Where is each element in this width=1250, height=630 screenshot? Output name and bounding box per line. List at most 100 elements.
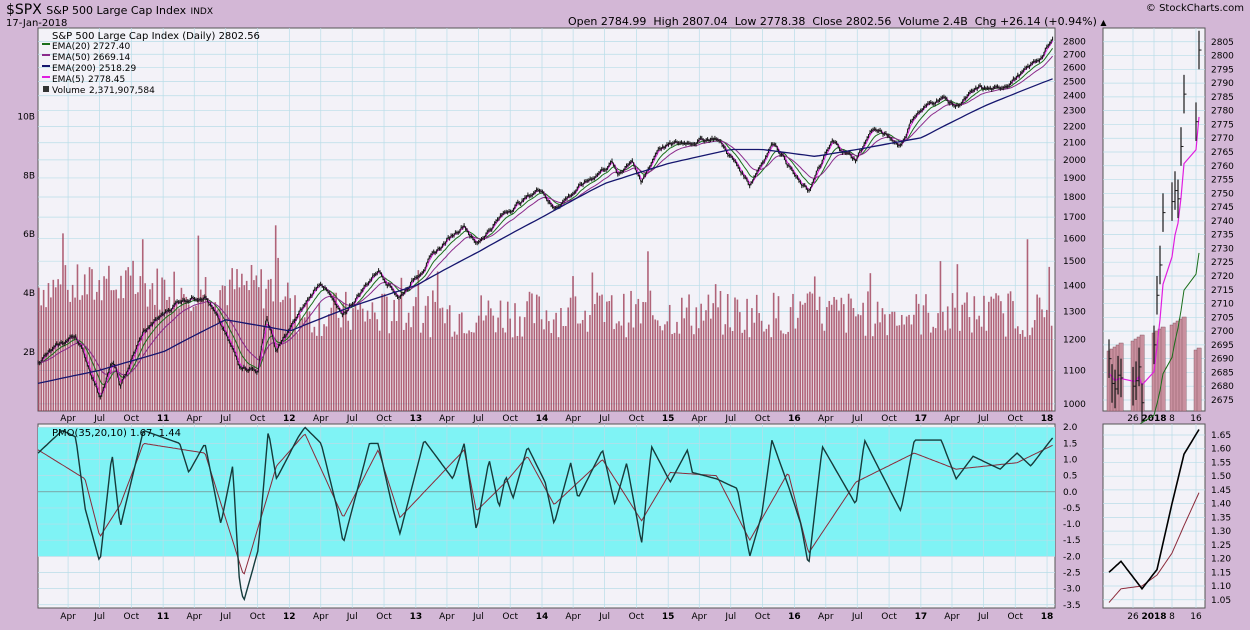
volume-bar xyxy=(403,329,405,411)
y-tick-label: 1300 xyxy=(1063,308,1086,318)
volume-bar xyxy=(729,327,731,411)
volume-bar xyxy=(313,326,316,411)
pmo-line xyxy=(37,426,1054,602)
volume-bar xyxy=(67,289,69,411)
volume-bar xyxy=(942,311,944,411)
volume-bar xyxy=(780,330,782,411)
volume-bar xyxy=(325,326,328,411)
volume-bar xyxy=(632,327,635,411)
volume-bar xyxy=(388,333,391,411)
y-tick-label: 2200 xyxy=(1063,122,1086,132)
volume-bar xyxy=(589,314,591,411)
volume-bar xyxy=(615,323,618,411)
symbol: $SPX xyxy=(6,2,42,18)
volume-bar xyxy=(296,333,299,411)
volume-bar xyxy=(992,298,995,411)
volume-bar xyxy=(884,314,886,411)
volume-bar xyxy=(772,292,775,411)
volume-bar xyxy=(93,299,96,411)
volume-bar xyxy=(214,302,217,411)
symbol-title: $SPX S&P 500 Large Cap Index INDX xyxy=(6,2,213,18)
volume-bar xyxy=(1004,336,1007,411)
zoom-tick-label: 2780 xyxy=(1211,107,1234,117)
x-tick-label: Oct xyxy=(881,612,897,622)
x-tick-label: 11 xyxy=(157,612,170,622)
volume-bar xyxy=(949,328,951,411)
legend-volume-swatch xyxy=(43,86,49,92)
volume-bar xyxy=(499,300,502,411)
legend-ema5-swatch xyxy=(42,76,50,78)
volume-bar xyxy=(103,276,105,411)
x-tick-label: 18 xyxy=(1041,414,1054,424)
volume-bar xyxy=(881,308,884,411)
volume-bar xyxy=(697,328,700,411)
volume-tick-label: 4B xyxy=(23,289,35,299)
volume-tick-label: 10B xyxy=(17,112,35,122)
volume-bar xyxy=(980,326,983,411)
volume-bar xyxy=(154,304,156,411)
volume-bar xyxy=(869,273,872,411)
zoom-tick-label: 2800 xyxy=(1211,52,1234,62)
y-tick-label: 1600 xyxy=(1063,234,1086,244)
volume-bar xyxy=(219,290,221,411)
zoom-tick-label: 2675 xyxy=(1211,396,1234,406)
y-tick-label: 1800 xyxy=(1063,193,1086,203)
volume-bar xyxy=(197,235,200,411)
volume-bar xyxy=(659,325,661,411)
x-tick-label: 16 xyxy=(788,414,801,424)
volume-bar xyxy=(337,317,340,411)
volume-bar xyxy=(332,292,335,411)
x-tick-label: Jul xyxy=(219,414,231,424)
volume-bar xyxy=(492,315,495,411)
volume-bar xyxy=(995,293,997,411)
volume-bar xyxy=(378,330,381,411)
legend-ema50: EMA(50) 2669.14 xyxy=(42,53,130,63)
x-tick-label: Jul xyxy=(977,414,989,424)
volume-bar xyxy=(323,324,325,411)
volume-bar xyxy=(393,299,395,411)
volume-bar xyxy=(248,290,250,411)
volume-bar xyxy=(753,322,756,411)
volume-bar xyxy=(112,290,115,411)
volume-bar xyxy=(180,287,183,411)
x-tick-label: 12 xyxy=(283,612,296,622)
volume-bar xyxy=(427,296,429,411)
volume-bar xyxy=(231,268,233,411)
volume-bar xyxy=(543,329,545,411)
volume-bar xyxy=(151,283,154,411)
volume-bar xyxy=(666,321,669,411)
volume-bar xyxy=(548,321,550,411)
x-tick-label: 8 xyxy=(1169,612,1175,622)
volume-bar xyxy=(260,269,262,411)
x-tick-label: Apr xyxy=(565,612,581,622)
volume-bar xyxy=(799,301,802,411)
x-tick-label: Apr xyxy=(186,612,202,622)
volume-bar xyxy=(1017,326,1019,411)
zoom-tick-label: 2745 xyxy=(1211,203,1234,213)
x-tick-label: Jul xyxy=(851,414,863,424)
volume-bar xyxy=(741,332,744,411)
zoom-pmo-tick-label: 1.65 xyxy=(1211,431,1231,441)
volume-bar xyxy=(685,307,688,411)
y-tick-label: 1100 xyxy=(1063,366,1086,376)
volume-bar xyxy=(845,332,847,411)
brand-link[interactable]: © StockCharts.com xyxy=(1146,3,1244,14)
volume-bar xyxy=(557,337,560,411)
volume-bar xyxy=(763,331,765,411)
x-tick-label: Apr xyxy=(60,414,76,424)
chart-date: 17-Jan-2018 xyxy=(6,18,68,29)
volume-bar xyxy=(944,330,947,411)
volume-bar xyxy=(241,273,243,411)
volume-bar xyxy=(726,294,729,411)
volume-bar xyxy=(88,267,91,411)
volume-bar xyxy=(487,300,490,411)
open-label: Open xyxy=(568,15,598,28)
volume-bar xyxy=(622,293,625,411)
volume-bar xyxy=(533,323,536,411)
x-tick-label: 16 xyxy=(788,612,801,622)
zoom-tick-label: 2740 xyxy=(1211,217,1234,227)
volume-bar xyxy=(1041,309,1043,411)
volume-bar xyxy=(330,307,333,411)
volume-bar xyxy=(429,337,432,411)
